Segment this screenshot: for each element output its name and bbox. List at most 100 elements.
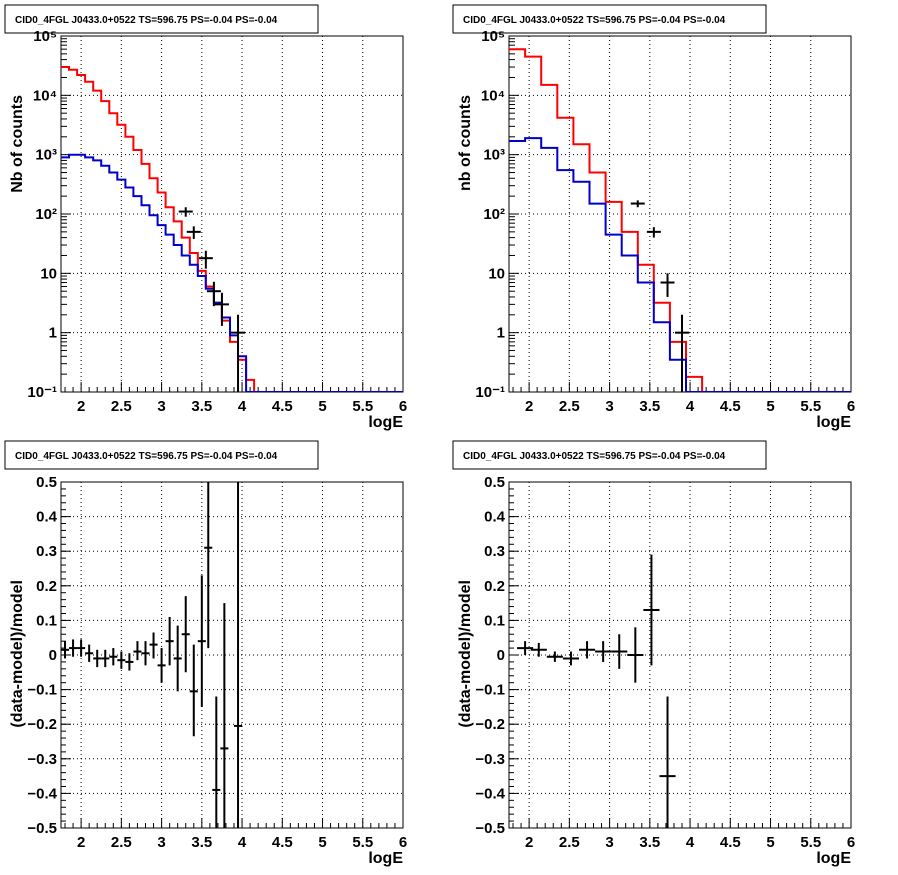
x-tick-label: 6 bbox=[847, 398, 855, 415]
chart-panel-2: CID0_4FGL J0433.0+0522 TS=596.75 PS=-0.0… bbox=[452, 4, 855, 431]
grid bbox=[61, 35, 404, 393]
x-tick-label: 3.5 bbox=[639, 834, 660, 851]
x-tick-label: 2 bbox=[77, 834, 85, 851]
x-tick-label: 5.5 bbox=[352, 834, 373, 851]
x-tick-label: 3 bbox=[157, 834, 165, 851]
x-tick-label: 2 bbox=[525, 398, 533, 415]
y-tick-label: 1 bbox=[49, 325, 57, 342]
series-2-step-line bbox=[61, 153, 403, 392]
y-tick-label: 0.1 bbox=[484, 612, 505, 629]
y-tick-label: −0.5 bbox=[475, 820, 505, 837]
y-tick-label: 10⁵ bbox=[481, 28, 505, 45]
series-2-step-line bbox=[509, 137, 851, 392]
y-axis-label: nb of counts bbox=[457, 95, 474, 191]
x-axis-label: logE bbox=[368, 414, 403, 431]
x-tick-label: 4.5 bbox=[720, 398, 741, 415]
grid bbox=[61, 481, 404, 829]
y-tick-label: 10³ bbox=[35, 147, 57, 164]
x-tick-label: 2 bbox=[525, 834, 533, 851]
y-tick-label: 10 bbox=[488, 265, 505, 282]
y-tick-label: −0.2 bbox=[475, 716, 505, 733]
x-tick-label: 5 bbox=[318, 834, 326, 851]
title-box bbox=[452, 4, 767, 34]
x-tick-label: 4.5 bbox=[720, 834, 741, 851]
x-tick-label: 5.5 bbox=[352, 398, 373, 415]
grid bbox=[509, 481, 852, 829]
data-layer bbox=[61, 482, 243, 828]
y-tick-label: 0.3 bbox=[36, 543, 57, 560]
y-tick-label: 0.5 bbox=[484, 474, 505, 491]
y-axis-label: Nb of counts bbox=[9, 95, 26, 193]
chart-title: CID0_4FGL J0433.0+0522 TS=596.75 PS=-0.0… bbox=[15, 451, 278, 462]
x-tick-label: 4 bbox=[686, 398, 695, 415]
title-box bbox=[452, 440, 767, 470]
y-tick-label: 10² bbox=[483, 206, 505, 223]
y-tick-label: −0.2 bbox=[27, 716, 57, 733]
chart-title: CID0_4FGL J0433.0+0522 TS=596.75 PS=-0.0… bbox=[463, 451, 726, 462]
y-tick-label: 10⁵ bbox=[33, 28, 57, 45]
x-tick-label: 5.5 bbox=[800, 834, 821, 851]
x-tick-label: 6 bbox=[847, 834, 855, 851]
x-tick-label: 4 bbox=[238, 398, 247, 415]
y-tick-label: 10² bbox=[35, 206, 57, 223]
x-axis-label: logE bbox=[816, 850, 851, 867]
x-tick-label: 3 bbox=[605, 398, 613, 415]
x-tick-label: 5.5 bbox=[800, 398, 821, 415]
x-tick-label: 6 bbox=[399, 834, 407, 851]
data-layer bbox=[61, 66, 403, 392]
grid bbox=[509, 35, 852, 393]
x-tick-label: 5 bbox=[766, 398, 774, 415]
y-tick-label: 10⁴ bbox=[33, 87, 57, 104]
y-axis-label: (data-model)/model bbox=[457, 580, 474, 728]
y-tick-label: 10 bbox=[40, 265, 57, 282]
data-layer bbox=[517, 554, 676, 828]
series-1-step-line bbox=[509, 48, 851, 392]
data-layer bbox=[509, 48, 851, 392]
plot-frame bbox=[508, 35, 852, 393]
title-box bbox=[4, 440, 319, 470]
x-tick-label: 2.5 bbox=[111, 834, 132, 851]
x-tick-label: 4.5 bbox=[272, 398, 293, 415]
x-tick-label: 3 bbox=[157, 398, 165, 415]
title-box bbox=[4, 4, 319, 34]
y-tick-label: 10⁻¹ bbox=[475, 384, 505, 401]
y-tick-label: 10³ bbox=[483, 147, 505, 164]
x-tick-label: 3.5 bbox=[191, 834, 212, 851]
chart-panel-1: CID0_4FGL J0433.0+0522 TS=596.75 PS=-0.0… bbox=[4, 4, 407, 431]
x-tick-label: 2.5 bbox=[559, 398, 580, 415]
y-tick-label: −0.4 bbox=[27, 785, 57, 802]
x-tick-label: 6 bbox=[399, 398, 407, 415]
y-tick-label: 0.1 bbox=[36, 612, 57, 629]
y-tick-label: 1 bbox=[497, 325, 505, 342]
x-tick-label: 5 bbox=[766, 834, 774, 851]
y-tick-label: 10⁴ bbox=[481, 87, 505, 104]
y-tick-label: 0.5 bbox=[36, 474, 57, 491]
x-tick-label: 4.5 bbox=[272, 834, 293, 851]
y-axis-label: (data-model)/model bbox=[9, 580, 26, 728]
plot-frame bbox=[60, 481, 404, 829]
y-tick-label: 0.4 bbox=[36, 509, 58, 526]
y-tick-label: 0.4 bbox=[484, 509, 506, 526]
y-tick-label: −0.3 bbox=[27, 751, 57, 768]
plot-frame bbox=[60, 35, 404, 393]
y-tick-label: −0.1 bbox=[27, 682, 57, 699]
y-tick-label: −0.5 bbox=[27, 820, 57, 837]
y-tick-label: 0 bbox=[49, 647, 57, 664]
x-tick-label: 2 bbox=[77, 398, 85, 415]
y-tick-label: 0.2 bbox=[36, 578, 57, 595]
y-tick-label: −0.4 bbox=[475, 785, 505, 802]
plot-frame bbox=[508, 481, 852, 829]
y-tick-label: −0.3 bbox=[475, 751, 505, 768]
y-tick-label: 0.2 bbox=[484, 578, 505, 595]
x-tick-label: 4 bbox=[238, 834, 247, 851]
x-tick-label: 2.5 bbox=[111, 398, 132, 415]
x-tick-label: 3 bbox=[605, 834, 613, 851]
y-tick-label: 10⁻¹ bbox=[27, 384, 57, 401]
x-axis-label: logE bbox=[368, 850, 403, 867]
chart-panel-4: CID0_4FGL J0433.0+0522 TS=596.75 PS=-0.0… bbox=[452, 440, 855, 867]
chart-panel-3: CID0_4FGL J0433.0+0522 TS=596.75 PS=-0.0… bbox=[4, 440, 407, 867]
y-tick-label: −0.1 bbox=[475, 682, 505, 699]
y-tick-label: 0 bbox=[497, 647, 505, 664]
y-tick-label: 0.3 bbox=[484, 543, 505, 560]
